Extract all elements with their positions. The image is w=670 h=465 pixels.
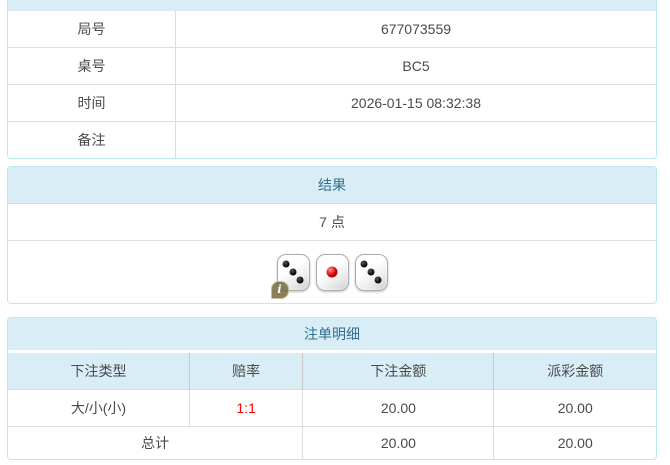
die-pip <box>289 268 297 276</box>
result-panel: 结果 7 点 i <box>7 166 657 304</box>
table-row: 大/小(小) 1:1 20.00 20.00 <box>8 389 656 427</box>
die-1: i <box>270 253 310 299</box>
table-row: 时间 2026-01-15 08:32:38 <box>8 84 656 122</box>
bet-amount-header: 下注金额 <box>302 353 494 390</box>
table-row: 桌号 BC5 <box>8 47 656 85</box>
info-icon[interactable]: i <box>270 280 289 299</box>
game-info-panel: 局号 677073559 桌号 BC5 时间 2026-01-15 08:32:… <box>7 0 657 159</box>
bet-amount-value: 20.00 <box>302 389 494 427</box>
result-panel-title: 结果 <box>8 167 656 204</box>
remark-label: 备注 <box>8 121 176 158</box>
time-value: 2026-01-15 08:32:38 <box>175 84 656 122</box>
game-info-table: 局号 677073559 桌号 BC5 时间 2026-01-15 08:32:… <box>8 11 656 158</box>
die-pip <box>360 260 368 268</box>
table-header-row: 下注类型 赔率 下注金额 派彩金额 <box>8 353 656 390</box>
die-3 <box>354 253 388 291</box>
odds-header: 赔率 <box>188 353 303 390</box>
table-row: 备注 <box>8 121 656 158</box>
die-2 <box>315 253 349 291</box>
table-number-label: 桌号 <box>8 47 176 85</box>
bet-details-table: 下注类型 赔率 下注金额 派彩金额 大/小(小) 1:1 20.00 20.00… <box>8 353 656 459</box>
total-payout-amount: 20.00 <box>493 426 656 459</box>
dice-row: i <box>8 241 656 303</box>
result-points: 7 点 <box>8 204 656 241</box>
total-row: 总计 20.00 20.00 <box>8 426 656 459</box>
die-pip <box>296 276 304 284</box>
total-label: 总计 <box>8 426 303 459</box>
die-pip <box>367 268 375 276</box>
die-pip <box>282 260 290 268</box>
payout-amount-header: 派彩金额 <box>493 353 656 390</box>
round-number-label: 局号 <box>8 11 176 48</box>
remark-value <box>175 121 656 158</box>
round-number-value: 677073559 <box>380 21 452 37</box>
die-pip <box>374 276 382 284</box>
total-bet-amount: 20.00 <box>302 426 494 459</box>
table-row: 局号 677073559 <box>8 11 656 48</box>
die-pip <box>326 266 338 278</box>
odds-value: 1:1 <box>188 389 303 427</box>
payout-amount-value: 20.00 <box>493 389 656 427</box>
bet-type-header: 下注类型 <box>8 353 190 390</box>
game-info-heading-strip <box>8 0 656 11</box>
time-label: 时间 <box>8 84 176 122</box>
bet-type-value: 大/小(小) <box>8 389 190 427</box>
table-number-value: BC5 <box>175 47 656 85</box>
bet-details-panel: 注单明细 下注类型 赔率 下注金额 派彩金额 大/小(小) 1:1 20.00 … <box>7 317 657 460</box>
bet-details-title: 注单明细 <box>8 318 656 353</box>
